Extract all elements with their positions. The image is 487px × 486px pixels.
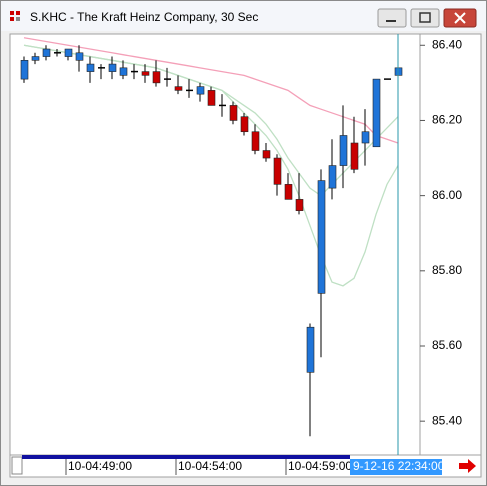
- candle-body: [339, 135, 348, 166]
- x-tick-label: 10-04:59:00: [288, 459, 352, 473]
- y-tick-label: 86.40: [432, 37, 462, 51]
- candle-body: [273, 157, 282, 185]
- candle-body: [86, 63, 95, 72]
- candle-body: [317, 180, 326, 294]
- candle-body: [229, 105, 238, 121]
- candle-body: [251, 131, 260, 151]
- minimize-button[interactable]: [377, 8, 407, 28]
- scroll-box[interactable]: [11, 456, 23, 475]
- maximize-button[interactable]: [410, 8, 440, 28]
- x-tick-label: 10-04:54:00: [178, 459, 242, 473]
- candle-body: [174, 86, 183, 91]
- close-button[interactable]: [443, 8, 477, 28]
- candle-body: [31, 56, 40, 61]
- cursor-label: 9-12-16 22:34:00: [353, 459, 445, 473]
- y-tick-label: 85.80: [432, 263, 462, 277]
- overlay-line: [23, 37, 399, 144]
- candle-body: [20, 60, 29, 80]
- candle-body: [262, 150, 271, 159]
- candle-body: [141, 71, 150, 76]
- y-tick-label: 85.40: [432, 413, 462, 427]
- y-tick-label: 86.20: [432, 113, 462, 127]
- candle-body: [196, 86, 205, 95]
- candle-body: [284, 184, 293, 200]
- candle-body: [152, 71, 161, 84]
- candle-body: [372, 78, 381, 148]
- cursor-label-box: [350, 459, 442, 475]
- candle-body: [295, 199, 304, 211]
- candle-body: [207, 90, 216, 106]
- candle-body: [108, 63, 117, 72]
- candle-body: [42, 48, 51, 57]
- candle-body: [75, 52, 84, 61]
- plot-area: 85.40 85.60 85.80 86.00 86.20 86.40 10-04:49:0…: [20, 34, 462, 475]
- candle-body: [64, 48, 73, 57]
- window-title: S.KHC - The Kraft Heinz Company, 30 Sec: [30, 10, 258, 24]
- y-tick-label: 86.00: [432, 188, 462, 202]
- candle-body: [306, 326, 315, 373]
- candle-body: [361, 131, 370, 144]
- y-tick-label: 85.60: [432, 338, 462, 352]
- x-tick-label: 10-04:49:00: [68, 459, 132, 473]
- candle-body: [350, 142, 359, 170]
- scroll-right-arrow[interactable]: [459, 459, 476, 473]
- scroll-bar[interactable]: [22, 455, 350, 459]
- candle-body: [240, 116, 249, 133]
- candle-body: [328, 165, 337, 189]
- chart-panel: [9, 33, 482, 478]
- candle-body: [119, 67, 128, 76]
- app-icon: [10, 11, 20, 21]
